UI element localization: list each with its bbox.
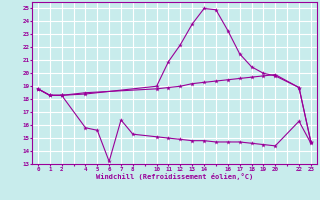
X-axis label: Windchill (Refroidissement éolien,°C): Windchill (Refroidissement éolien,°C) (96, 173, 253, 180)
